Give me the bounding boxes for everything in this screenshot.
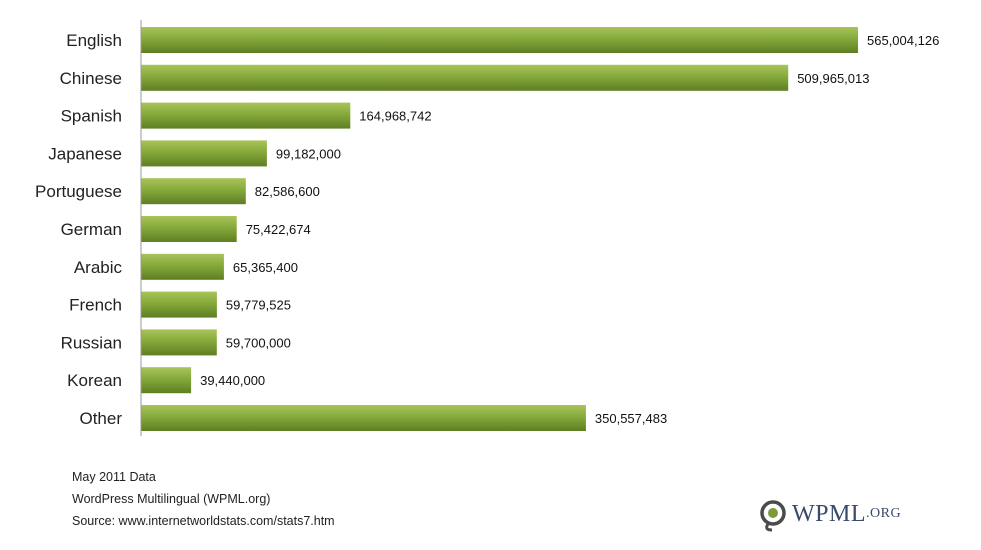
bar-chinese	[141, 64, 789, 91]
category-label-german: German	[61, 220, 122, 239]
value-label-english: 565,004,126	[867, 33, 939, 48]
labels-layer: English 565,004,126 Chinese 509,965,013 Span…	[35, 31, 939, 428]
bar-other	[141, 405, 586, 431]
value-label-chinese: 509,965,013	[797, 71, 869, 86]
bar-english	[141, 27, 858, 53]
value-label-korean: 39,440,000	[200, 373, 265, 388]
bar-arabic	[141, 253, 224, 280]
wpml-logo-icon	[760, 500, 786, 532]
wpml-logo: WPML .ORG	[758, 496, 901, 532]
value-label-spanish: 164,968,742	[359, 109, 431, 124]
value-label-german: 75,422,674	[246, 222, 311, 237]
category-label-other: Other	[79, 409, 122, 428]
footer-source: Source: www.internetworldstats.com/stats…	[72, 514, 335, 528]
value-label-japanese: 99,182,000	[276, 146, 341, 161]
category-label-chinese: Chinese	[60, 69, 122, 88]
value-label-arabic: 65,365,400	[233, 260, 298, 275]
category-label-japanese: Japanese	[48, 144, 122, 163]
logo-text-main: WPML	[792, 500, 866, 527]
footer-date: May 2011 Data	[72, 470, 156, 484]
value-label-other: 350,557,483	[595, 411, 667, 426]
bars-layer	[141, 27, 858, 431]
bar-portuguese	[141, 178, 246, 205]
value-label-russian: 59,700,000	[226, 335, 291, 350]
chart-footer: May 2011 Data WordPress Multilingual (WP…	[72, 466, 335, 532]
bar-russian	[141, 329, 217, 356]
bar-korean	[141, 367, 192, 394]
category-label-korean: Korean	[67, 371, 122, 390]
footer-credit: WordPress Multilingual (WPML.org)	[72, 492, 271, 506]
value-label-portuguese: 82,586,600	[255, 184, 320, 199]
category-label-english: English	[66, 31, 122, 50]
category-label-spanish: Spanish	[61, 107, 122, 126]
category-label-arabic: Arabic	[74, 258, 123, 277]
bar-japanese	[141, 140, 267, 167]
category-label-french: French	[69, 296, 122, 315]
bar-german	[141, 216, 237, 242]
category-label-russian: Russian	[61, 333, 122, 352]
bar-spanish	[141, 102, 351, 129]
category-label-portuguese: Portuguese	[35, 182, 122, 201]
bar-french	[141, 291, 217, 318]
logo-text-suffix: .ORG	[866, 506, 902, 521]
value-label-french: 59,779,525	[226, 298, 291, 313]
